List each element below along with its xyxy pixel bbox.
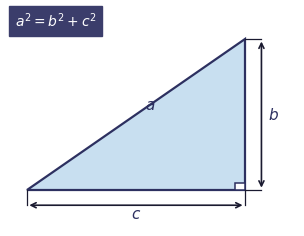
Polygon shape xyxy=(26,39,245,190)
Text: $b$: $b$ xyxy=(268,107,278,122)
Text: $a$: $a$ xyxy=(145,99,156,113)
Text: $c$: $c$ xyxy=(131,208,141,222)
Polygon shape xyxy=(235,183,245,190)
Text: $a^2 = b^2 + c^2$: $a^2 = b^2 + c^2$ xyxy=(15,12,97,30)
